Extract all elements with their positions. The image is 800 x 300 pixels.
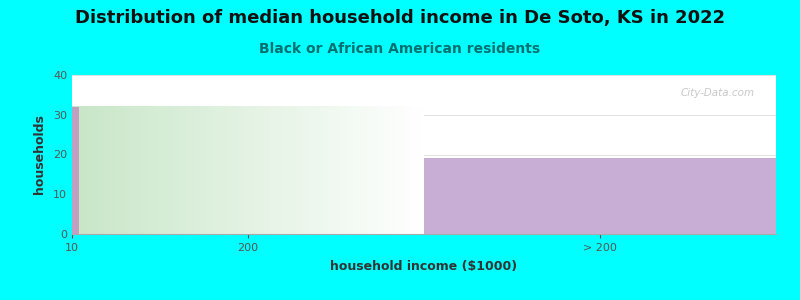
- Bar: [72, 107, 79, 234]
- Bar: [424, 158, 776, 234]
- Text: Black or African American residents: Black or African American residents: [259, 42, 541, 56]
- X-axis label: household income ($1000): household income ($1000): [330, 260, 518, 273]
- Text: Distribution of median household income in De Soto, KS in 2022: Distribution of median household income …: [75, 9, 725, 27]
- Text: City-Data.com: City-Data.com: [681, 88, 755, 98]
- Y-axis label: households: households: [33, 115, 46, 194]
